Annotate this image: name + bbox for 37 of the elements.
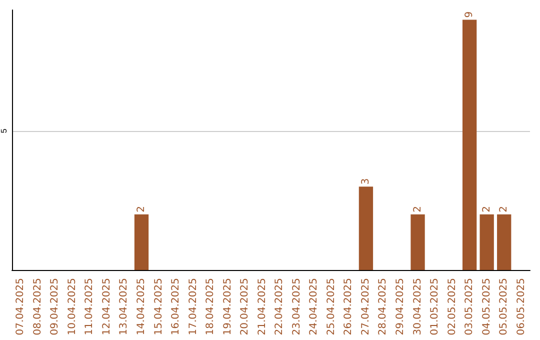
x-tick-label: 24.04.2025 [308,278,320,336]
data-label: 3 [360,178,372,185]
x-tick-label: 09.04.2025 [50,278,61,336]
x-tick-label: 29.04.2025 [395,278,406,336]
data-label: 2 [412,206,424,212]
x-tick-label: 11.04.2025 [84,278,96,336]
x-tick-label: 03.05.2025 [464,278,476,336]
x-tick-label: 22.04.2025 [274,278,286,336]
y-tick-label: 5 [0,128,8,134]
x-tick-label: 21.04.2025 [256,278,268,336]
x-tick-label: 18.04.2025 [205,278,216,336]
x-tick-label: 28.04.2025 [378,278,389,336]
x-tick-label: 26.04.2025 [343,278,354,336]
data-label: 9 [464,11,476,18]
x-tick-label: 07.04.2025 [15,278,26,336]
data-label: 2 [481,206,492,212]
x-tick-label: 27.04.2025 [360,278,372,336]
x-tick-label: 04.05.2025 [481,278,492,336]
x-tick-label: 14.04.2025 [136,278,147,336]
x-tick-label: 16.04.2025 [170,278,182,336]
x-tick-label: 30.04.2025 [412,278,424,336]
x-tick-label: 13.04.2025 [118,278,130,336]
data-label: 2 [136,206,147,212]
data-label: 2 [498,206,510,212]
x-tick-label: 08.04.2025 [32,278,44,336]
x-tick-label: 01.05.2025 [430,278,441,336]
x-tick-label: 06.05.2025 [516,278,527,336]
x-tick-label: 17.04.2025 [188,278,199,336]
x-tick-label: 15.04.2025 [153,278,164,336]
x-tick-label: 19.04.2025 [222,278,234,336]
x-tick-label: 20.04.2025 [240,278,251,336]
x-tick-label: 23.04.2025 [291,278,302,336]
x-tick-label: 12.04.2025 [101,278,112,336]
x-tick-label: 02.05.2025 [446,278,458,336]
x-tick-label: 05.05.2025 [498,278,510,336]
x-tick-label: 10.04.2025 [66,278,78,336]
x-tick-label: 25.04.2025 [326,278,337,336]
